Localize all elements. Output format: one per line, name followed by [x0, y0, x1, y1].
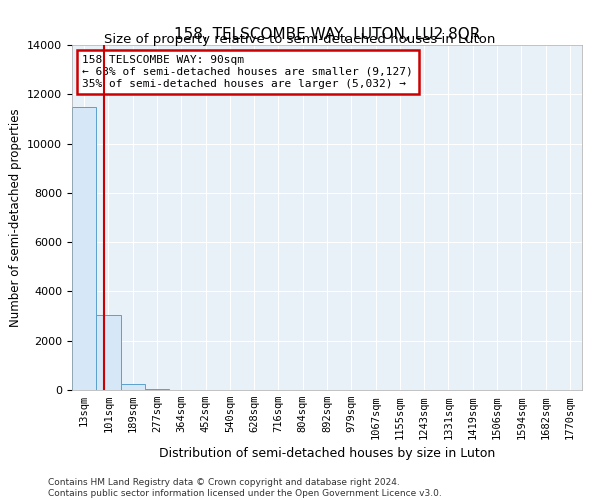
Text: 158 TELSCOMBE WAY: 90sqm
← 63% of semi-detached houses are smaller (9,127)
35% o: 158 TELSCOMBE WAY: 90sqm ← 63% of semi-d… — [82, 56, 413, 88]
Text: Contains HM Land Registry data © Crown copyright and database right 2024.
Contai: Contains HM Land Registry data © Crown c… — [48, 478, 442, 498]
X-axis label: Distribution of semi-detached houses by size in Luton: Distribution of semi-detached houses by … — [159, 447, 495, 460]
Y-axis label: Number of semi-detached properties: Number of semi-detached properties — [8, 108, 22, 327]
Bar — [96, 315, 121, 390]
Bar — [121, 384, 145, 390]
Bar — [72, 106, 96, 390]
Text: Size of property relative to semi-detached houses in Luton: Size of property relative to semi-detach… — [104, 32, 496, 46]
Bar — [145, 388, 169, 390]
Title: 158, TELSCOMBE WAY, LUTON, LU2 8QR: 158, TELSCOMBE WAY, LUTON, LU2 8QR — [174, 28, 480, 42]
